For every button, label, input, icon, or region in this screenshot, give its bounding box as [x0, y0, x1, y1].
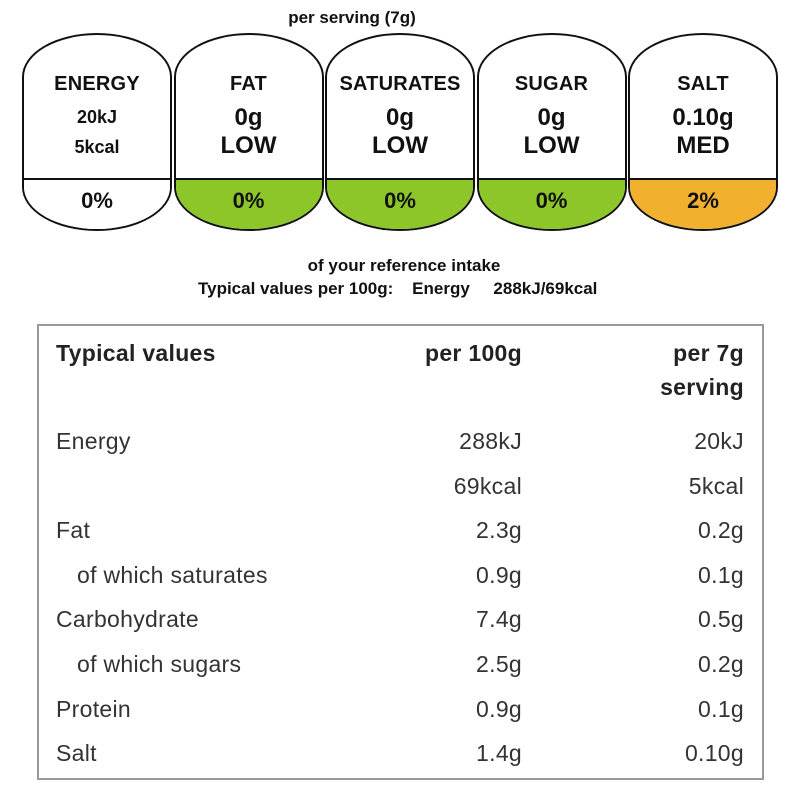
gda-energy-kcal: 5kcal	[74, 137, 120, 157]
gda-sugar-amount: 0g	[537, 104, 566, 131]
gda-label-row: ENERGY 20kJ 5kcal 0% FAT 0g LOW 0% SATUR…	[22, 33, 778, 231]
gda-fat: FAT 0g LOW 0%	[173, 33, 324, 231]
row-per-100g: 2.5g	[476, 651, 522, 677]
row-label: Carbohydrate	[56, 606, 199, 632]
gda-saturates-percent: 0%	[327, 180, 473, 229]
gda-saturates-level: LOW	[372, 132, 428, 159]
gda-energy-kj: 20kJ	[76, 107, 118, 127]
header-per-100g: per 100g	[424, 340, 522, 366]
row-per-serving: 0.2g	[698, 651, 744, 677]
row-per-100g: 7.4g	[476, 606, 522, 632]
row-per-serving: 20kJ	[694, 428, 744, 454]
gda-sugar-level: LOW	[523, 132, 580, 159]
nutrition-table: Typical values per 100g per 7g serving E…	[37, 324, 764, 780]
gda-salt-amount: 0.10g	[672, 104, 734, 131]
gda-saturates: SATURATES 0g LOW 0%	[325, 33, 475, 231]
row-per-100g: 2.3g	[476, 517, 522, 543]
row-label: Fat	[56, 517, 91, 543]
row-per-serving: 0.1g	[698, 696, 744, 722]
gda-saturates-name: SATURATES	[339, 73, 461, 95]
header-per-serving: per 7g	[673, 340, 744, 367]
gda-salt-percent: 2%	[630, 180, 776, 229]
row-per-serving: 0.2g	[698, 517, 744, 543]
serving-title: per serving (7g)	[288, 8, 416, 27]
gda-fat-level: LOW	[220, 132, 277, 159]
row-per-serving: 0.5g	[698, 606, 744, 632]
row-label: Energy	[56, 428, 131, 454]
row-label: of which sugars	[77, 651, 242, 677]
gda-salt: SALT 0.10g MED 2%	[628, 33, 778, 231]
gda-sugar-name: SUGAR	[514, 73, 589, 95]
row-per-serving: 5kcal	[688, 473, 744, 499]
gda-fat-percent: 0%	[175, 180, 322, 229]
header-serving: serving	[660, 374, 744, 400]
row-per-serving: 0.1g	[698, 562, 744, 588]
row-label: of which saturates	[77, 562, 268, 588]
header-per-7g: per 7g	[673, 340, 744, 366]
gda-sugar: SUGAR 0g LOW 0%	[476, 33, 627, 231]
header-typical-values: Typical values	[56, 340, 216, 366]
gda-energy: ENERGY 20kJ 5kcal 0%	[22, 33, 172, 231]
gda-saturates-amount: 0g	[385, 104, 414, 131]
row-label: Protein	[56, 696, 131, 722]
row-per-100g: 288kJ	[459, 428, 522, 454]
gda-fat-name: FAT	[230, 73, 267, 95]
gda-salt-level: MED	[676, 132, 730, 159]
gda-fat-amount: 0g	[234, 104, 263, 131]
gda-energy-percent: 0%	[24, 180, 170, 229]
row-per-100g: 0.9g	[476, 562, 522, 588]
gda-energy-name: ENERGY	[54, 73, 140, 95]
row-label: Salt	[56, 740, 97, 766]
typical-values-summary: Typical values per 100g: Energy 288kJ/69…	[198, 279, 598, 298]
row-per-100g: 1.4g	[476, 740, 522, 766]
gda-sugar-percent: 0%	[478, 180, 625, 229]
reference-intake-note: of your reference intake	[307, 256, 501, 275]
row-per-100g: 0.9g	[476, 696, 522, 722]
row-per-serving: 0.10g	[684, 740, 744, 766]
gda-salt-name: SALT	[677, 73, 729, 95]
row-per-100g: 69kcal	[453, 473, 522, 499]
